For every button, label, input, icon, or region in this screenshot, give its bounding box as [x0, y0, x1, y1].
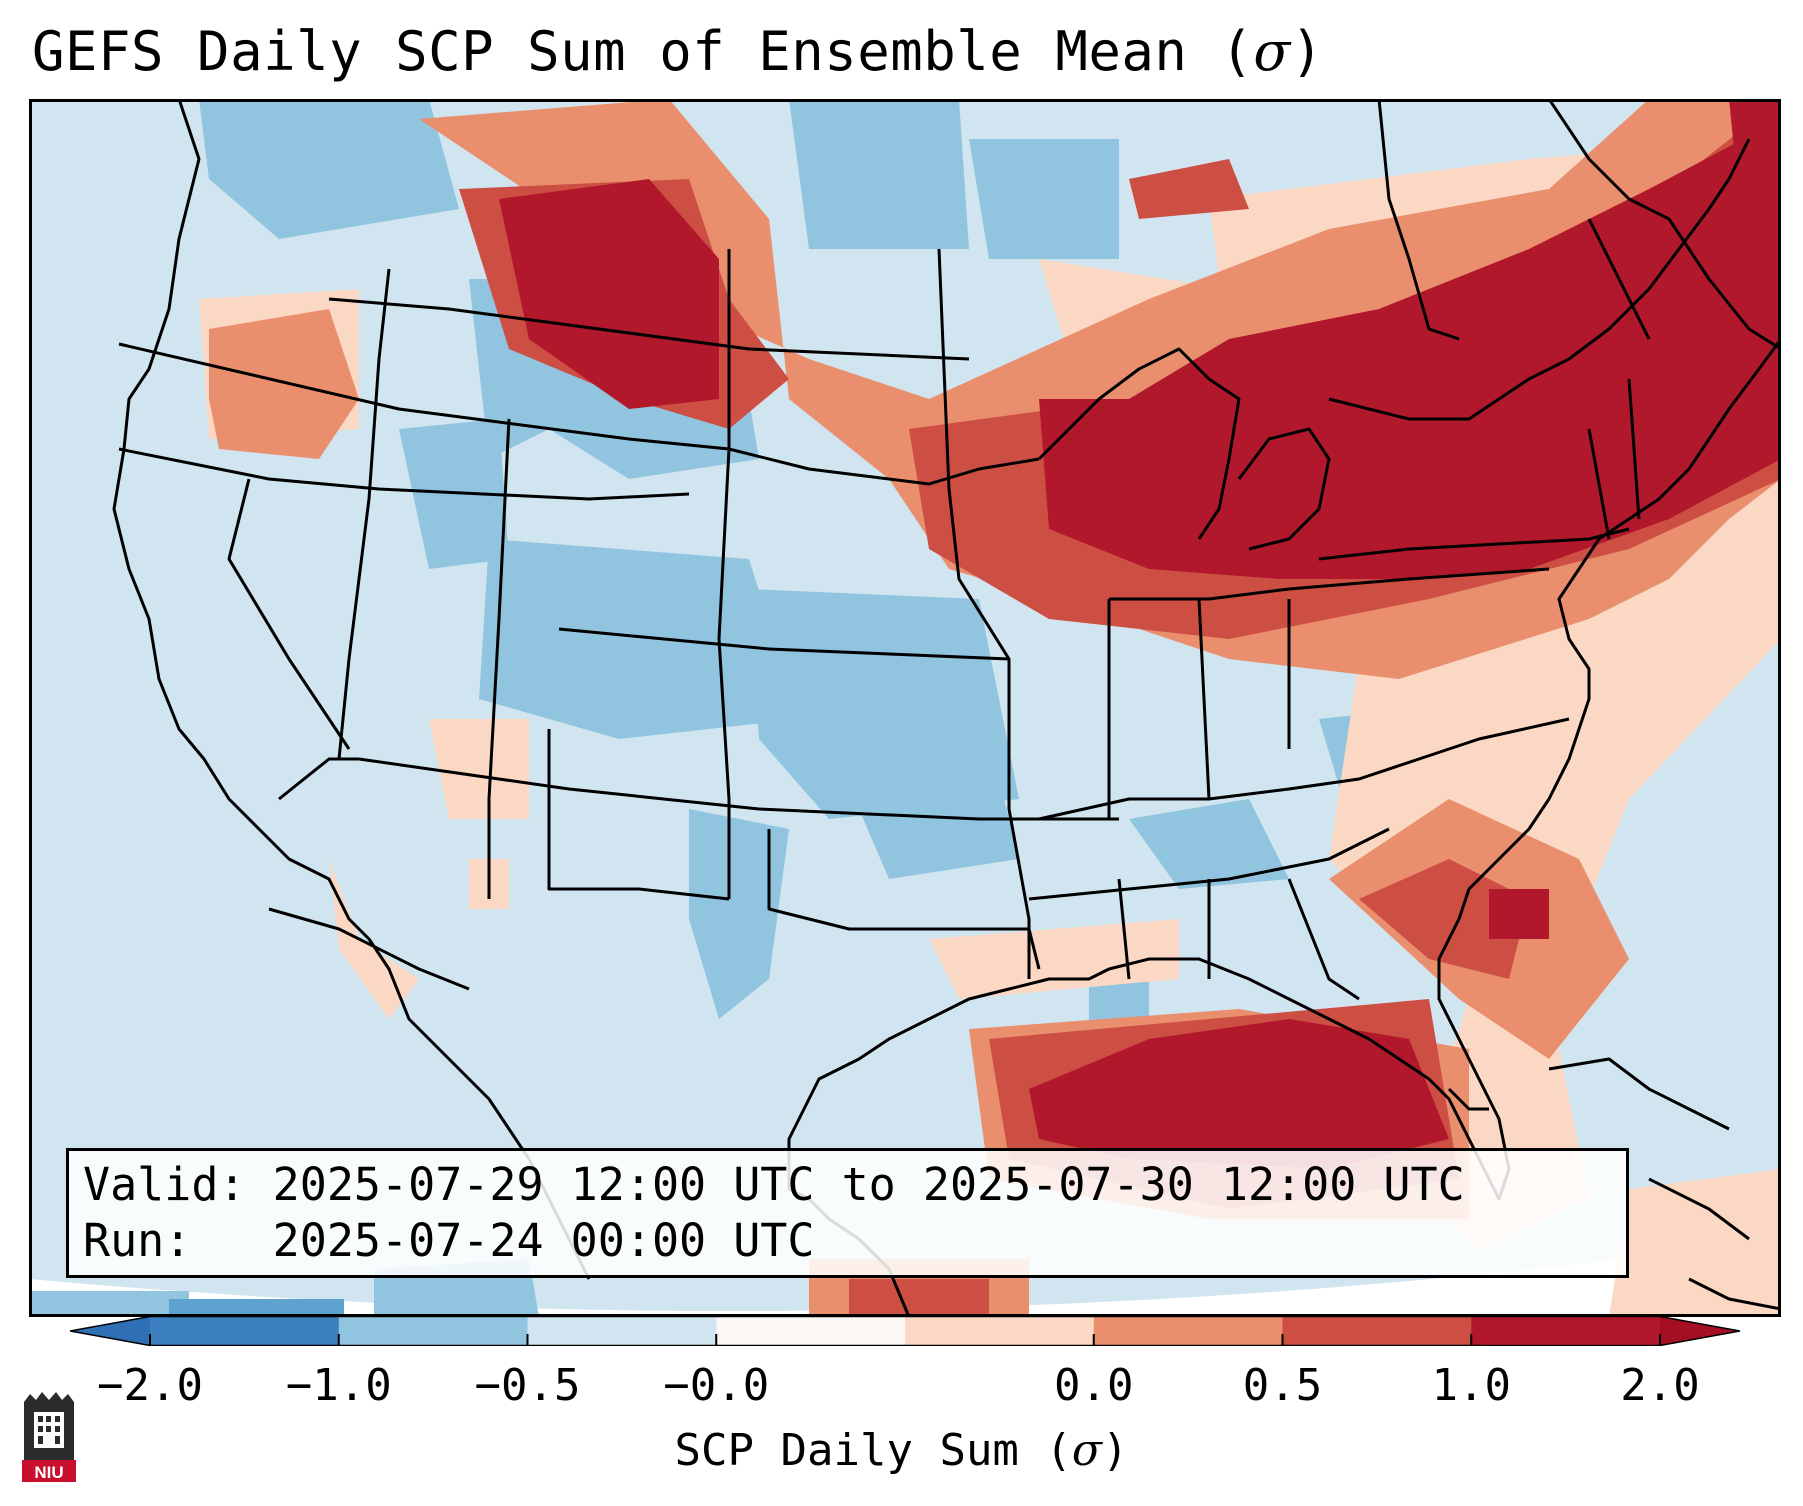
colorbar-tick-label: 2.0: [1620, 1360, 1700, 1411]
colorbar-tick-label: −1.0: [285, 1360, 392, 1411]
colorbar-extend-high: [1660, 1316, 1740, 1346]
anomaly-map: [29, 99, 1781, 1317]
svg-text:NIU: NIU: [34, 1463, 63, 1482]
colorbar-segment: [716, 1316, 906, 1346]
colorbar-segment: [1282, 1316, 1472, 1346]
colorbar-label: SCP Daily Sum (σ): [674, 1425, 1129, 1476]
colorbar-segment: [338, 1316, 528, 1346]
niu-logo: NIU: [22, 1392, 76, 1482]
colorbar: [70, 1316, 1740, 1346]
colorbar-segment: [1471, 1316, 1661, 1346]
colorbar-tick-label: 0.0: [1054, 1360, 1134, 1411]
colorbar-extend-low: [70, 1316, 150, 1346]
colorbar-segment: [1093, 1316, 1283, 1346]
colorbar-tick-label: 1.0: [1431, 1360, 1511, 1411]
map-frame: [29, 99, 1781, 1317]
run-time-line: Run: 2025-07-24 00:00 UTC: [83, 1214, 815, 1267]
negative-anomaly-areas: [29, 99, 1529, 1317]
colorbar-segment: [905, 1316, 1095, 1346]
colorbar-segment: [150, 1316, 340, 1346]
strong-negative-anomaly: [169, 1299, 344, 1317]
colorbar-segment: [527, 1316, 717, 1346]
colorbar-tick-label: −0.0: [663, 1360, 770, 1411]
plot-title: GEFS Daily SCP Sum of Ensemble Mean (σ): [32, 20, 1324, 83]
valid-time-line: Valid: 2025-07-29 12:00 UTC to 2025-07-3…: [83, 1158, 1465, 1211]
coastlines-and-borders: [112, 99, 1781, 1317]
validity-info-box: Valid: 2025-07-29 12:00 UTC to 2025-07-3…: [66, 1148, 1629, 1278]
colorbar-tick-label: −0.5: [474, 1360, 581, 1411]
domain-edge: [29, 1239, 1781, 1317]
colorbar-tick-label: 0.5: [1242, 1360, 1323, 1411]
colorbar-tick-label: −2.0: [97, 1360, 203, 1411]
